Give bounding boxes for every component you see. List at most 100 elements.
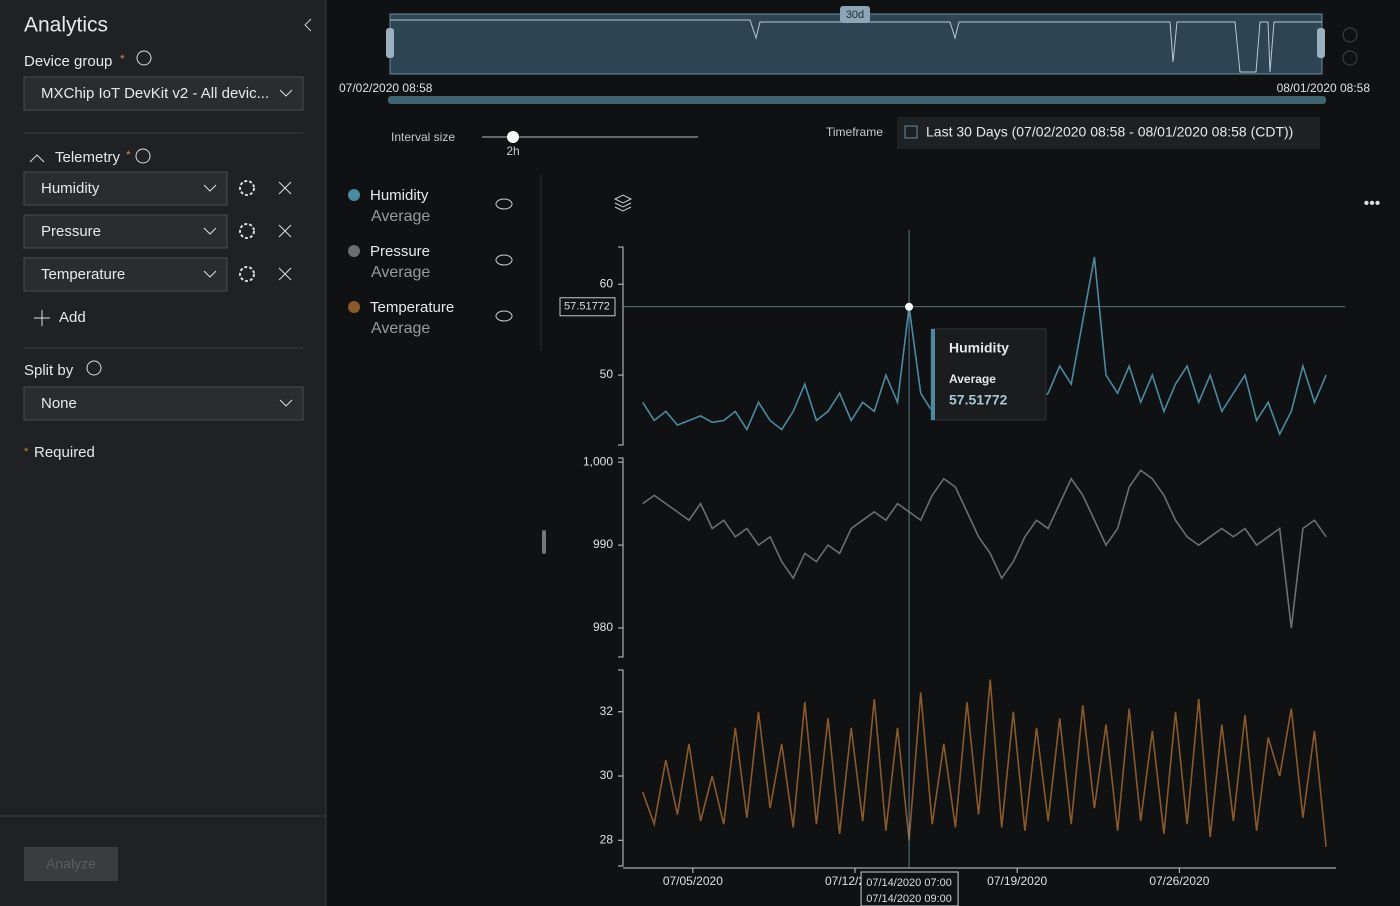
split-by-select[interactable]: [23, 386, 304, 421]
y-tick-label: 60: [600, 276, 614, 290]
tooltip-value: 57.51772: [949, 392, 1008, 408]
y-tick-label: 28: [600, 832, 614, 846]
device-group-label: Device group: [24, 53, 112, 70]
tooltip-aggregation: Average: [949, 372, 996, 386]
legend-name: Temperature: [370, 299, 454, 316]
series-line: [641, 679, 1327, 847]
tooltip-title: Humidity: [949, 340, 1009, 356]
legend-dot: [348, 245, 360, 257]
y-tick-label: 30: [600, 768, 614, 782]
settings-button[interactable]: [239, 180, 255, 196]
analyze-button[interactable]: [24, 847, 118, 881]
time-start: 07/14/2020 07:00: [866, 877, 952, 889]
time-label-box: [860, 871, 959, 906]
telemetry-select[interactable]: [23, 257, 228, 292]
series-line: [642, 469, 1327, 629]
y-axis: [618, 457, 624, 658]
collapse-button[interactable]: [304, 18, 312, 32]
settings-button[interactable]: [239, 223, 255, 239]
telemetry-value: Temperature: [41, 266, 125, 283]
y-tick-label: 990: [593, 537, 613, 551]
highlight-point: [905, 302, 914, 311]
y-tick-label: 50: [600, 367, 614, 381]
tooltip-accent: [931, 329, 935, 420]
settings-button[interactable]: [239, 266, 255, 282]
legend-aggregation: Average: [371, 208, 430, 225]
legend-dot: [348, 189, 360, 201]
required-mark: *: [24, 446, 29, 458]
split-by-value: None: [41, 395, 77, 412]
visibility-toggle[interactable]: [495, 310, 513, 322]
brush-label: 30d: [846, 9, 864, 21]
y-tick-label: 1,000: [583, 454, 613, 468]
device-group-select[interactable]: [23, 76, 304, 111]
legend-dot: [348, 301, 360, 313]
range-slider[interactable]: [388, 96, 1326, 104]
tooltip: [930, 328, 1047, 421]
time-brush[interactable]: [389, 13, 1323, 75]
timeframe-picker[interactable]: [897, 117, 1320, 149]
y-axis: [618, 669, 624, 867]
zoom-in[interactable]: [1342, 27, 1358, 43]
visibility-toggle[interactable]: [495, 198, 513, 210]
add-button[interactable]: Add: [59, 309, 86, 326]
more-button[interactable]: •••: [1364, 195, 1381, 212]
resize-handle[interactable]: [542, 530, 546, 554]
range-end: 08/01/2020 08:58: [1277, 81, 1371, 95]
timeframe-value: Last 30 Days (07/02/2020 08:58 - 08/01/2…: [926, 124, 1293, 140]
telemetry-label: Telemetry: [55, 149, 121, 166]
device-group-value: MXChip IoT DevKit v2 - All devic...: [41, 85, 269, 102]
crosshair-value-box: [559, 297, 616, 317]
x-tick-label: 07/19/2020: [987, 874, 1047, 888]
telemetry-select[interactable]: [23, 171, 228, 206]
brush-handle[interactable]: [386, 28, 394, 58]
time-end: 07/14/2020 09:00: [866, 893, 952, 905]
layers-button[interactable]: [613, 194, 633, 212]
interval-label: Interval size: [391, 130, 455, 144]
legend-name: Humidity: [370, 187, 429, 204]
legend-aggregation: Average: [371, 320, 430, 337]
required-note: Required: [34, 444, 95, 461]
split-by-label: Split by: [24, 362, 74, 379]
telemetry-value: Humidity: [41, 180, 100, 197]
chevron: [203, 184, 217, 192]
calendar-icon: [904, 125, 918, 139]
range-start: 07/02/2020 08:58: [339, 81, 433, 95]
chevron: [279, 89, 293, 97]
chevron: [203, 270, 217, 278]
x-tick-label: 07/05/2020: [663, 874, 723, 888]
zoom-out[interactable]: [1342, 50, 1358, 66]
y-axis: [618, 246, 624, 446]
remove-button[interactable]: [278, 181, 292, 195]
chevron: [279, 399, 293, 407]
chevron: [203, 227, 217, 235]
required-mark: *: [120, 52, 125, 66]
add-icon[interactable]: [34, 310, 50, 326]
legend-name: Pressure: [370, 243, 430, 260]
x-tick-label: 07/26/2020: [1149, 874, 1209, 888]
y-tick-label: 32: [600, 704, 614, 718]
brush-overview: [390, 19, 1322, 73]
sidebar-title: Analytics: [24, 14, 108, 37]
interval-thumb[interactable]: [507, 131, 519, 143]
analyze-label: Analyze: [46, 856, 96, 872]
sidebar: [0, 0, 326, 906]
brush-handle[interactable]: [1317, 28, 1325, 58]
crosshair-value: 57.51772: [564, 301, 610, 313]
telemetry-select[interactable]: [23, 214, 228, 249]
visibility-toggle[interactable]: [495, 254, 513, 266]
info-icon[interactable]: [136, 50, 152, 66]
remove-button[interactable]: [278, 224, 292, 238]
required-mark: *: [126, 148, 131, 162]
info-icon[interactable]: [86, 360, 102, 376]
legend-aggregation: Average: [371, 264, 430, 281]
interval-value: 2h: [506, 144, 519, 158]
timeframe-label: Timeframe: [826, 125, 883, 139]
info-icon[interactable]: [135, 148, 151, 164]
remove-button[interactable]: [278, 267, 292, 281]
y-tick-label: 980: [593, 620, 613, 634]
telemetry-value: Pressure: [41, 223, 101, 240]
collapse-telemetry[interactable]: [29, 154, 45, 163]
